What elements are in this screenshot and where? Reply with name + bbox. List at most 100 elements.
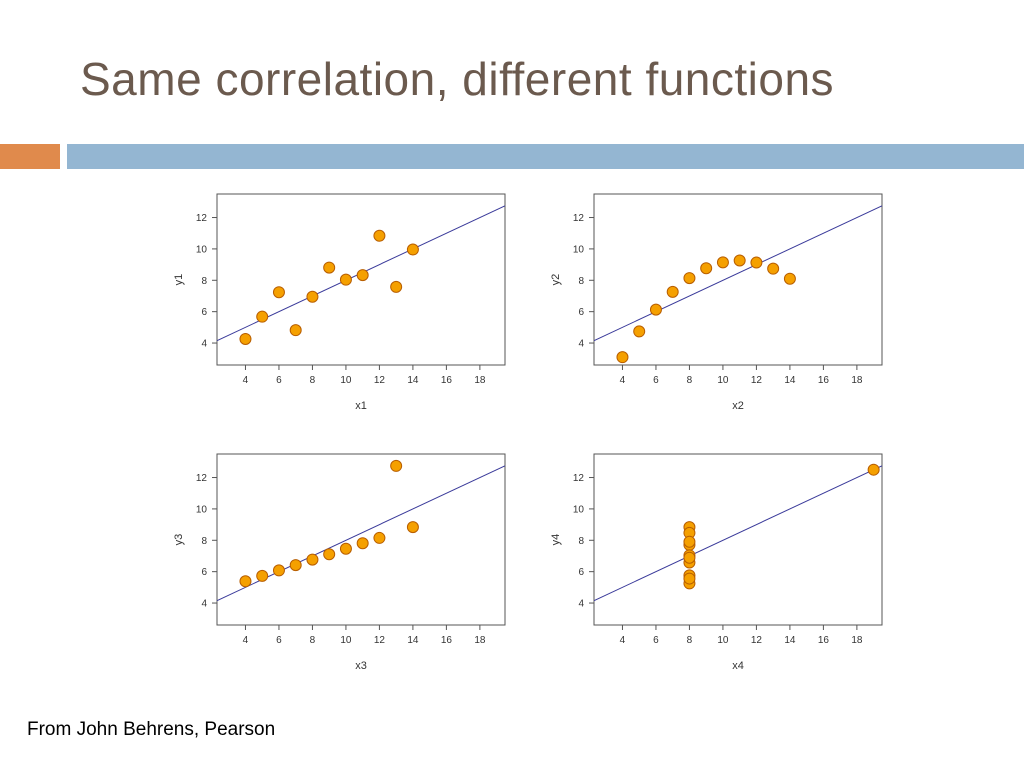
data-point xyxy=(256,569,269,582)
x-tick-label: 10 xyxy=(717,375,729,386)
data-point xyxy=(256,310,269,323)
regression-line xyxy=(594,465,882,602)
x-tick-label: 4 xyxy=(243,375,249,386)
x-tick-label: 14 xyxy=(784,375,796,386)
scatter-plot-4: 4 6 8 10 12 14 16 18 4 6 8 10 12 x4 y4 xyxy=(547,448,887,678)
plot-frame xyxy=(593,193,883,366)
x-tick-label: 14 xyxy=(407,375,419,386)
x-tick-label: 14 xyxy=(407,635,419,646)
y-tick-label: 8 xyxy=(201,536,207,547)
chart-svg: 4 6 8 10 12 14 16 18 4 6 8 10 12 x3 y3 xyxy=(173,453,506,672)
plot-frame xyxy=(216,193,506,366)
x-tick-label: 12 xyxy=(374,635,386,646)
data-point xyxy=(390,280,403,293)
data-point xyxy=(683,535,696,548)
y-tick-label: 12 xyxy=(196,473,208,484)
y-tick-label: 10 xyxy=(573,504,585,515)
y-tick-label: 4 xyxy=(578,599,584,610)
x-axis-label: x2 xyxy=(732,400,744,412)
x-tick-label: 16 xyxy=(818,635,830,646)
y-tick-label: 4 xyxy=(201,599,207,610)
data-point xyxy=(390,459,403,472)
x-tick-label: 10 xyxy=(340,375,352,386)
x-tick-label: 10 xyxy=(717,635,729,646)
x-tick-label: 16 xyxy=(818,375,830,386)
x-tick-label: 6 xyxy=(276,375,282,386)
x-tick-label: 16 xyxy=(441,375,453,386)
x-tick-label: 8 xyxy=(310,635,316,646)
data-point xyxy=(867,463,880,476)
data-point xyxy=(767,262,780,275)
accent-bar-blue xyxy=(67,144,1024,169)
x-tick-label: 6 xyxy=(653,635,659,646)
chart-svg: 4 6 8 10 12 14 16 18 4 6 8 10 12 x4 y4 xyxy=(550,453,883,672)
data-point xyxy=(683,572,696,585)
x-axis-label: x1 xyxy=(355,400,367,412)
data-point xyxy=(239,575,252,588)
x-tick-label: 4 xyxy=(620,635,626,646)
data-point xyxy=(683,272,696,285)
scatter-plot-2: 4 6 8 10 12 14 16 18 4 6 8 10 12 x2 y2 xyxy=(547,188,887,418)
y-tick-label: 12 xyxy=(573,473,585,484)
y-axis-label: y2 xyxy=(550,274,562,286)
x-tick-label: 12 xyxy=(374,375,386,386)
plot-frame xyxy=(216,453,506,626)
y-axis-label: y4 xyxy=(550,534,562,546)
data-point xyxy=(356,269,369,282)
y-tick-label: 4 xyxy=(201,339,207,350)
y-axis-label: y1 xyxy=(173,274,185,286)
plot-frame xyxy=(593,453,883,626)
x-tick-label: 16 xyxy=(441,635,453,646)
data-point xyxy=(373,531,386,544)
scatter-plot-1: 4 6 8 10 12 14 16 18 4 6 8 10 12 x1 y1 xyxy=(170,188,510,418)
data-point xyxy=(750,256,763,269)
x-tick-label: 14 xyxy=(784,635,796,646)
data-point xyxy=(406,521,419,534)
source-caption: From John Behrens, Pearson xyxy=(27,719,276,740)
data-point xyxy=(733,254,746,267)
data-point xyxy=(356,537,369,550)
y-tick-label: 6 xyxy=(201,307,207,318)
y-tick-label: 12 xyxy=(573,213,585,224)
data-point xyxy=(716,256,729,269)
y-tick-label: 4 xyxy=(578,339,584,350)
x-tick-label: 12 xyxy=(751,375,763,386)
data-point xyxy=(616,351,629,364)
data-point xyxy=(649,303,662,316)
accent-bar-orange xyxy=(0,144,60,169)
y-tick-label: 10 xyxy=(196,504,208,515)
x-tick-label: 4 xyxy=(620,375,626,386)
y-tick-label: 6 xyxy=(578,567,584,578)
data-point xyxy=(289,324,302,337)
slide-title: Same correlation, different functions xyxy=(80,53,835,105)
data-point xyxy=(406,243,419,256)
scatter-plot-3: 4 6 8 10 12 14 16 18 4 6 8 10 12 x3 y3 xyxy=(170,448,510,678)
data-point xyxy=(306,290,319,303)
x-tick-label: 18 xyxy=(851,635,863,646)
data-point xyxy=(306,553,319,566)
data-point xyxy=(700,262,713,275)
x-tick-label: 6 xyxy=(276,635,282,646)
data-point xyxy=(323,548,336,561)
y-tick-label: 10 xyxy=(196,244,208,255)
x-axis-label: x4 xyxy=(732,660,744,672)
regression-line xyxy=(594,205,882,342)
data-point xyxy=(633,325,646,338)
y-tick-label: 8 xyxy=(578,276,584,287)
x-tick-label: 8 xyxy=(687,375,693,386)
data-point xyxy=(289,559,302,572)
x-tick-label: 6 xyxy=(653,375,659,386)
x-tick-label: 8 xyxy=(687,635,693,646)
data-point xyxy=(272,564,285,577)
x-axis-label: x3 xyxy=(355,660,367,672)
data-point xyxy=(666,285,679,298)
x-tick-label: 12 xyxy=(751,635,763,646)
chart-svg: 4 6 8 10 12 14 16 18 4 6 8 10 12 x2 y2 xyxy=(550,193,883,412)
x-tick-label: 18 xyxy=(474,635,486,646)
y-tick-label: 8 xyxy=(578,536,584,547)
data-point xyxy=(323,261,336,274)
x-tick-label: 10 xyxy=(340,635,352,646)
data-point xyxy=(339,542,352,555)
data-point xyxy=(373,229,386,242)
x-tick-label: 18 xyxy=(474,375,486,386)
